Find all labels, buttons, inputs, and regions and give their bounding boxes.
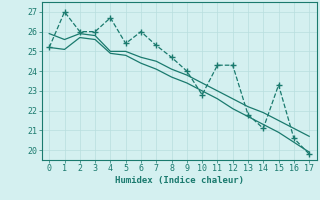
X-axis label: Humidex (Indice chaleur): Humidex (Indice chaleur) — [115, 176, 244, 185]
